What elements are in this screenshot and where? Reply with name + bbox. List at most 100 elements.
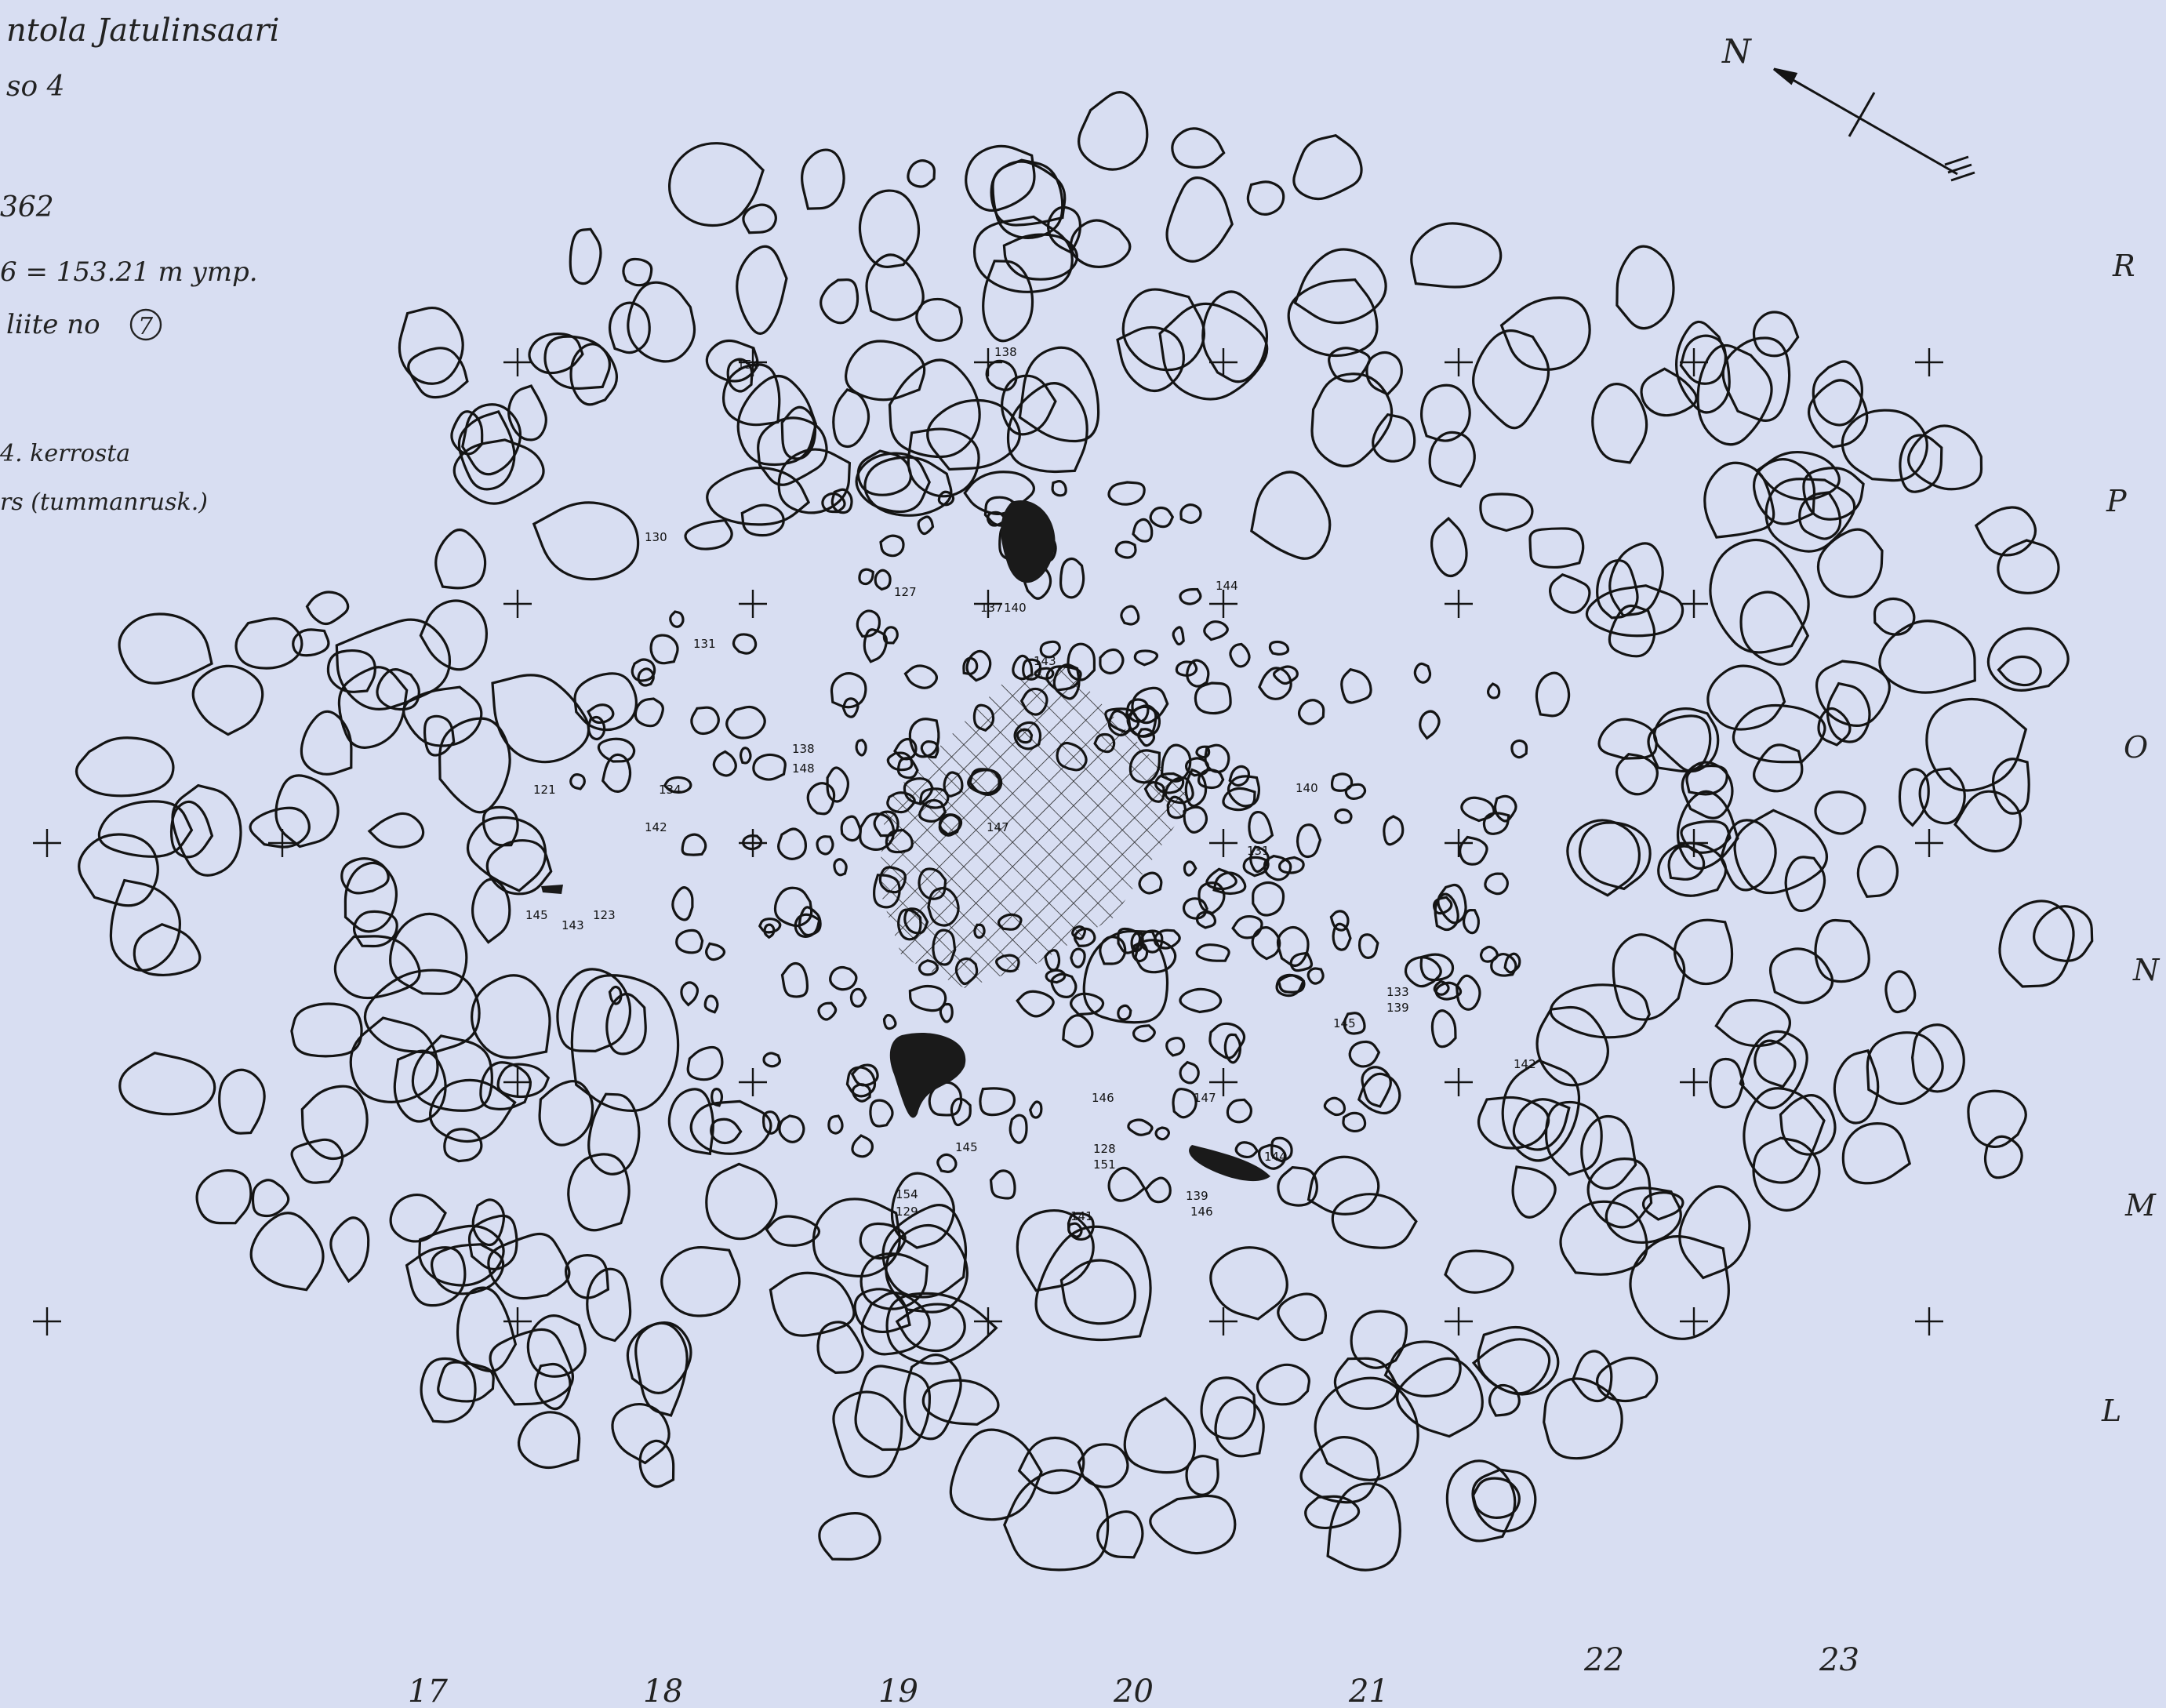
stone-outline <box>543 335 611 390</box>
stone-outline <box>1332 922 1352 951</box>
grid-cross <box>1209 348 1237 376</box>
stone-outline <box>1205 867 1237 891</box>
stone-outline <box>1753 743 1804 793</box>
stone-outline <box>890 1172 955 1249</box>
stone-outline <box>171 783 242 877</box>
stone-outline <box>851 1083 872 1103</box>
stone-outline <box>1462 909 1481 935</box>
stone-outline <box>1006 382 1088 474</box>
stone-outline <box>1769 947 1834 1005</box>
stone-outline <box>1404 956 1442 988</box>
stone-outline <box>1873 597 1916 636</box>
stone-outline <box>973 923 986 939</box>
stone-outline <box>1096 1510 1144 1559</box>
stone-outline <box>1214 1396 1265 1458</box>
stone-outline <box>1252 881 1285 917</box>
stone-outline <box>668 142 765 227</box>
stone-outline <box>833 858 848 877</box>
stone-outline <box>1833 1048 1880 1125</box>
stone-number: 137 <box>980 601 1003 615</box>
stone-outline <box>1195 745 1211 759</box>
stone-number: 151 <box>1093 1157 1116 1172</box>
stone-number: 145 <box>955 1140 978 1154</box>
stone-outline <box>1126 704 1161 738</box>
stone-outline <box>1486 682 1501 700</box>
stone-outline <box>1185 1455 1219 1496</box>
stone-outline <box>1501 1059 1581 1162</box>
stone-outline <box>569 227 602 285</box>
stone-outline <box>1511 1165 1557 1219</box>
stone-outline <box>1022 658 1042 681</box>
stone-outline <box>1067 1212 1095 1241</box>
stone-outline <box>1179 587 1202 605</box>
stone-outline <box>452 438 545 505</box>
stone-outline <box>1477 1325 1560 1396</box>
stone-outline <box>1154 1126 1171 1141</box>
stone-number: 146 <box>1190 1205 1213 1219</box>
stone-outline <box>732 633 758 655</box>
stone-outline <box>1396 1357 1484 1438</box>
stone-outline <box>1365 351 1403 396</box>
north-label: N <box>1721 32 1752 71</box>
grid-row-label: L <box>2101 1394 2121 1428</box>
stone-number: 131 <box>1247 844 1270 858</box>
stone-outline <box>626 1321 692 1394</box>
stone-outline <box>1535 671 1571 718</box>
stone-outline <box>532 501 640 581</box>
stone-outline <box>1709 538 1810 654</box>
stone-outline <box>725 705 766 740</box>
stone-outline <box>471 878 511 944</box>
stone-outline <box>680 981 700 1007</box>
stone-outline <box>471 1198 506 1247</box>
stone-outline <box>918 959 939 976</box>
stone-outline <box>669 610 685 628</box>
stone-outline <box>888 358 981 459</box>
stone-outline <box>1615 752 1659 796</box>
grid-cross <box>739 590 767 618</box>
stone-outline <box>1678 1185 1751 1280</box>
stone-outline <box>1608 604 1656 658</box>
stone-outline <box>918 867 947 900</box>
stone-outline <box>954 957 979 986</box>
grid-column-labels: 17 18 19 20 21 22 23 <box>408 1642 1859 1708</box>
stone-outline <box>878 866 907 894</box>
stone-outline <box>1268 640 1290 656</box>
stone-outline <box>817 1001 838 1021</box>
stone-outline <box>1329 910 1350 932</box>
stone-outline <box>907 159 936 188</box>
stone-outline <box>1044 949 1061 972</box>
stone-outline <box>1070 992 1105 1016</box>
stone-outline <box>1263 854 1292 881</box>
stone-outline <box>1070 947 1086 968</box>
charcoal-deposit <box>1189 1145 1270 1182</box>
stone-outline <box>778 1114 805 1143</box>
stone-number: 146 <box>1092 1091 1114 1105</box>
stone-outline <box>300 710 353 776</box>
stone-outline <box>832 1390 903 1478</box>
stone-outline <box>1925 697 2028 792</box>
stone-outline <box>991 158 1064 239</box>
stone-outline <box>1340 667 1372 704</box>
stone-outline <box>605 993 647 1056</box>
stone-number: 133 <box>1386 985 1409 999</box>
stone-outline <box>937 490 955 507</box>
stone-outline <box>681 833 707 856</box>
stone-outline <box>75 736 175 798</box>
stone-outline <box>1175 660 1198 677</box>
stone-outline <box>1287 278 1379 358</box>
stone-outline <box>1580 1114 1637 1190</box>
grid-cross <box>1445 348 1473 376</box>
stone-outline <box>649 634 679 665</box>
stone-outline <box>1132 1024 1156 1043</box>
stone-outline <box>234 617 303 670</box>
stone-outline <box>1696 343 1773 446</box>
stone-outline <box>705 942 726 961</box>
stone-outline <box>1203 620 1229 641</box>
stone-outline <box>886 791 916 814</box>
stone-outline <box>389 912 468 995</box>
stone-number: 147 <box>1194 1091 1216 1105</box>
stone-number: 143 <box>1034 654 1056 668</box>
stone-outline <box>429 1078 517 1143</box>
stone-number: 130 <box>645 530 667 544</box>
stone-outline <box>885 828 914 854</box>
